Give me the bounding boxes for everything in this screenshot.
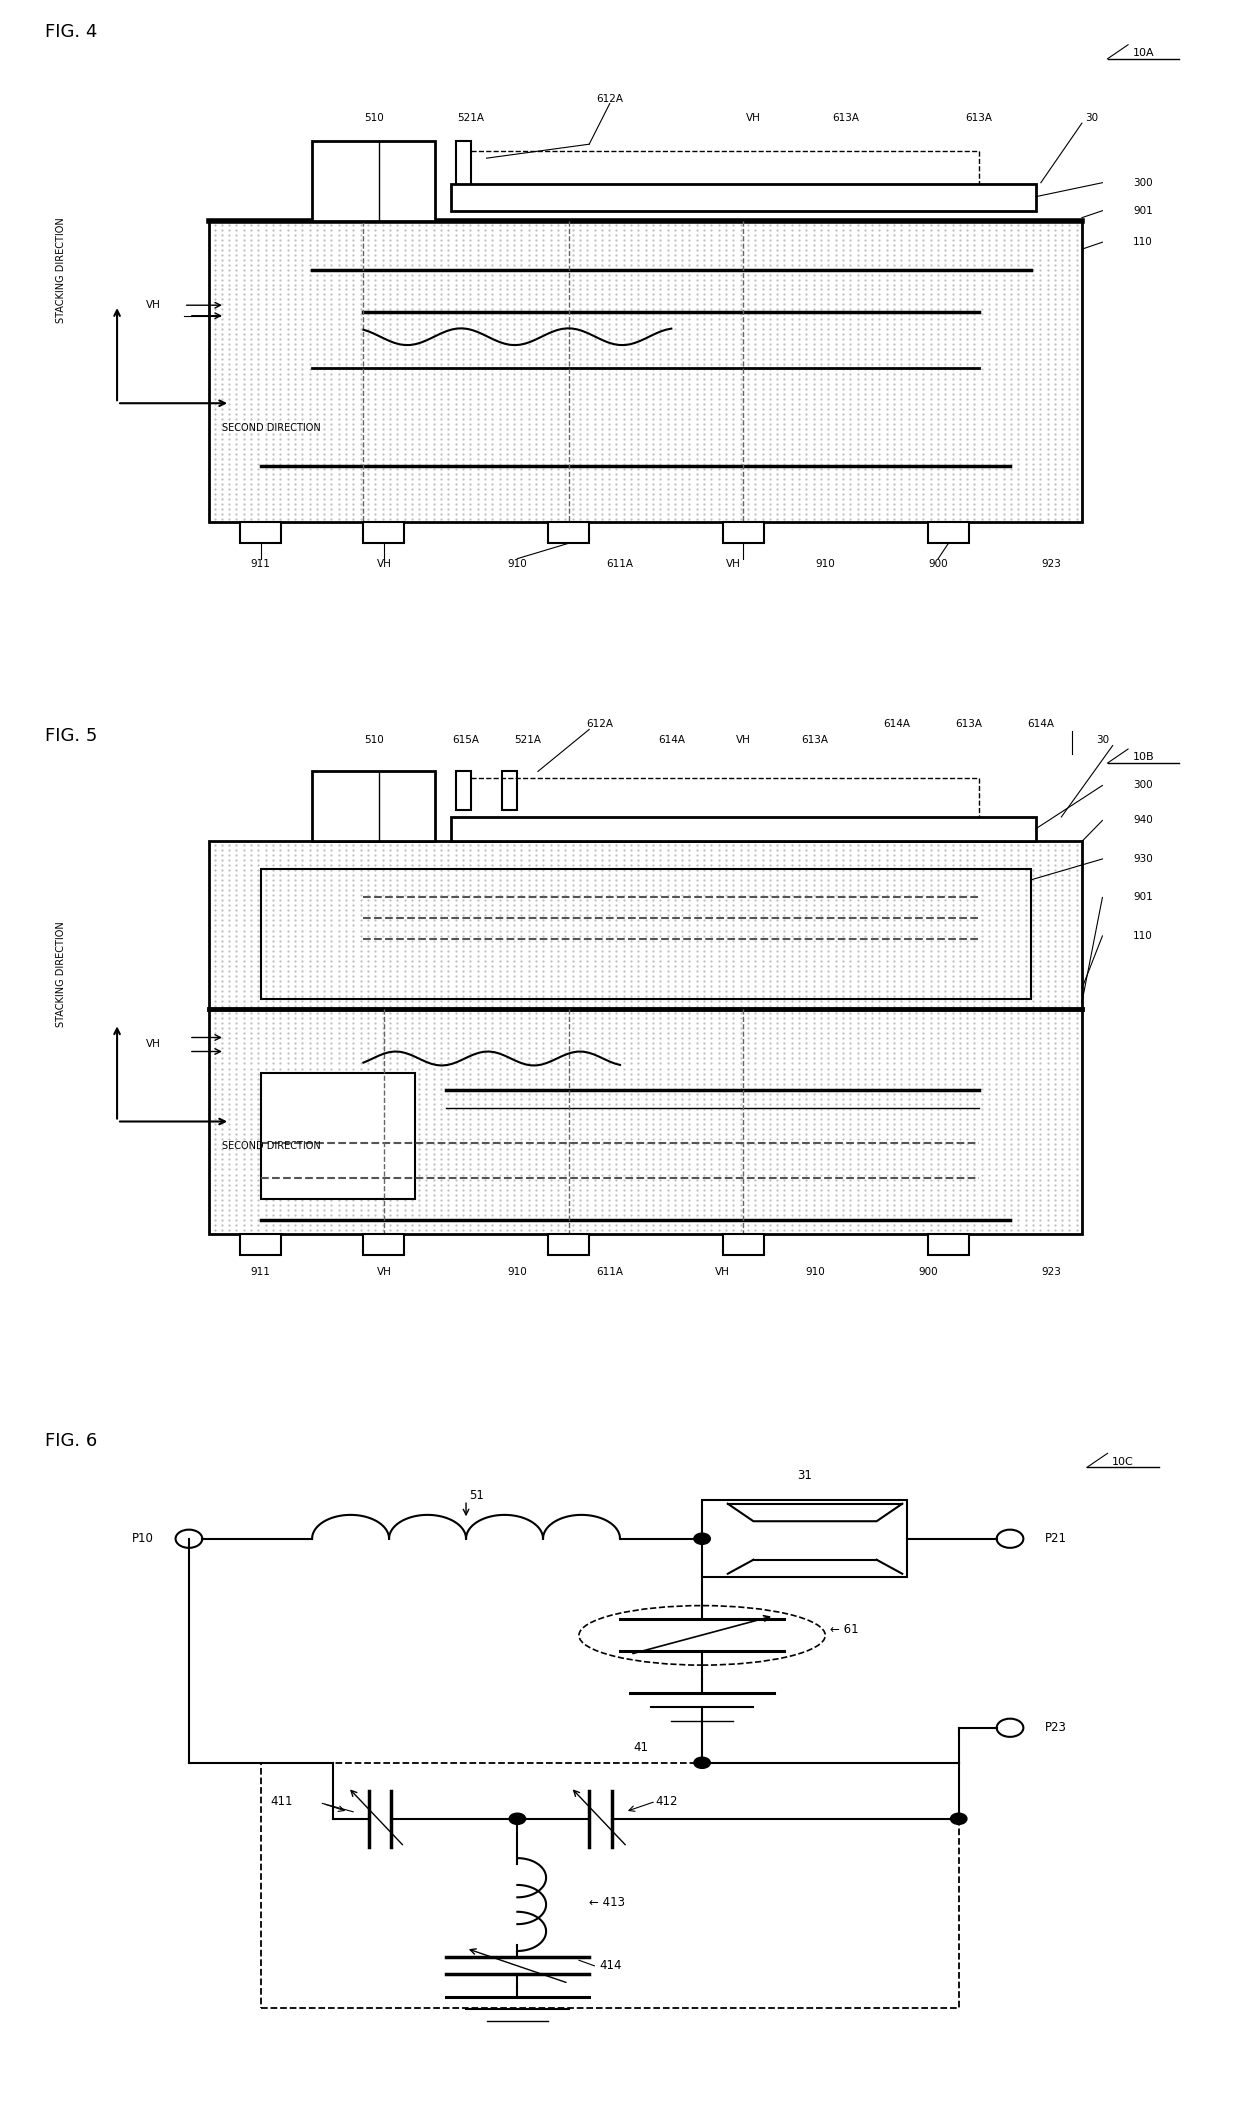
Text: ← 61: ← 61 [831, 1624, 859, 1636]
Text: 510: 510 [363, 112, 383, 123]
Text: VH: VH [145, 301, 160, 311]
Text: SECOND DIRECTION: SECOND DIRECTION [222, 1141, 320, 1152]
Text: 521A: 521A [458, 112, 485, 123]
Text: VH: VH [735, 735, 750, 745]
Text: 30: 30 [1096, 735, 1109, 745]
Text: P23: P23 [1045, 1721, 1068, 1734]
Bar [312, 771, 435, 840]
Text: 911: 911 [250, 559, 270, 569]
Text: 613A: 613A [956, 720, 982, 728]
Text: 613A: 613A [801, 735, 828, 745]
Text: P21: P21 [1045, 1533, 1068, 1545]
Text: ← 413: ← 413 [589, 1897, 625, 1910]
Text: 414: 414 [599, 1960, 622, 1973]
Text: VH: VH [377, 559, 392, 569]
Bar [456, 140, 471, 186]
Circle shape [694, 1757, 711, 1768]
Bar [363, 523, 404, 544]
Text: 41: 41 [634, 1740, 649, 1753]
Text: 930: 930 [1133, 853, 1153, 864]
Text: 940: 940 [1133, 815, 1153, 826]
Circle shape [951, 1812, 967, 1825]
Text: 110: 110 [1133, 237, 1153, 248]
Text: 51: 51 [469, 1488, 484, 1501]
Bar [548, 523, 589, 544]
Bar [210, 1010, 1081, 1234]
Text: SECOND DIRECTION: SECOND DIRECTION [222, 423, 320, 432]
Bar [723, 523, 764, 544]
Bar [723, 1234, 764, 1255]
Bar [702, 1501, 908, 1577]
Text: VH: VH [725, 559, 740, 569]
Bar [210, 840, 1081, 1010]
Text: VH: VH [145, 1039, 160, 1050]
Bar [241, 523, 281, 544]
Text: 613A: 613A [832, 112, 859, 123]
Text: 300: 300 [1133, 178, 1153, 188]
Text: 611A: 611A [596, 1268, 624, 1277]
Text: 923: 923 [1042, 1268, 1061, 1277]
Bar [260, 1073, 414, 1198]
Text: P10: P10 [131, 1533, 154, 1545]
Bar [928, 523, 968, 544]
Text: FIG. 6: FIG. 6 [45, 1431, 98, 1450]
Text: 10A: 10A [1132, 49, 1154, 57]
Text: 10B: 10B [1132, 752, 1154, 762]
Text: 510: 510 [363, 735, 383, 745]
Bar [450, 184, 1035, 212]
Text: 411: 411 [270, 1795, 293, 1808]
Text: 10C: 10C [1112, 1456, 1133, 1467]
Bar [241, 1234, 281, 1255]
Bar [312, 140, 435, 220]
Text: 412: 412 [655, 1795, 677, 1808]
Text: VH: VH [715, 1268, 730, 1277]
Text: 910: 910 [507, 1268, 527, 1277]
Text: 900: 900 [929, 559, 949, 569]
Text: 910: 910 [507, 559, 527, 569]
Circle shape [694, 1533, 711, 1543]
Text: 612A: 612A [587, 720, 613, 728]
Bar [210, 220, 1081, 523]
Text: 614A: 614A [1027, 720, 1054, 728]
Text: 31: 31 [797, 1469, 812, 1482]
Bar [363, 1234, 404, 1255]
Text: 521A: 521A [515, 735, 541, 745]
Text: 900: 900 [918, 1268, 937, 1277]
Text: 911: 911 [250, 1268, 270, 1277]
Text: 901: 901 [1133, 893, 1153, 902]
Bar [260, 870, 1030, 999]
Text: 910: 910 [816, 559, 836, 569]
Text: 611A: 611A [606, 559, 634, 569]
Bar [456, 771, 471, 811]
Text: STACKING DIRECTION: STACKING DIRECTION [56, 218, 66, 324]
Text: 110: 110 [1133, 931, 1153, 940]
Text: 910: 910 [805, 1268, 825, 1277]
Text: 614A: 614A [884, 720, 910, 728]
Text: FIG. 4: FIG. 4 [45, 23, 98, 40]
Text: 613A: 613A [966, 112, 993, 123]
Bar [548, 1234, 589, 1255]
Text: VH: VH [746, 112, 761, 123]
Text: STACKING DIRECTION: STACKING DIRECTION [56, 921, 66, 1027]
Text: 614A: 614A [657, 735, 684, 745]
Text: 901: 901 [1133, 205, 1153, 216]
Text: 923: 923 [1042, 559, 1061, 569]
Text: 612A: 612A [596, 93, 624, 104]
Text: FIG. 5: FIG. 5 [45, 728, 98, 745]
Text: 30: 30 [1085, 112, 1099, 123]
Bar [502, 771, 517, 811]
Text: 300: 300 [1133, 781, 1153, 790]
Text: VH: VH [377, 1268, 392, 1277]
Bar [260, 1763, 959, 2007]
Circle shape [510, 1812, 526, 1825]
Bar [450, 817, 1035, 840]
Text: 615A: 615A [453, 735, 480, 745]
Bar [928, 1234, 968, 1255]
